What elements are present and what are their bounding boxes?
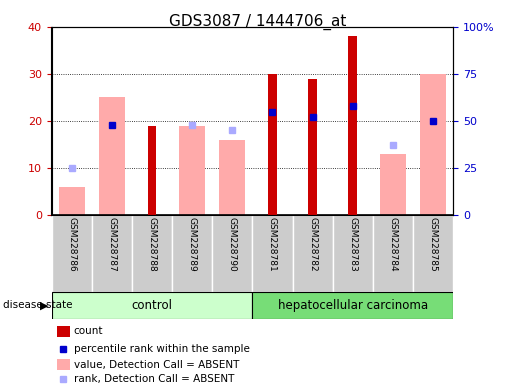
Text: GSM228784: GSM228784 <box>388 217 398 272</box>
Text: GSM228789: GSM228789 <box>187 217 197 272</box>
Bar <box>333 215 373 292</box>
Text: control: control <box>131 299 173 312</box>
Text: GSM228782: GSM228782 <box>308 217 317 272</box>
Bar <box>373 215 413 292</box>
Bar <box>99 98 125 215</box>
Bar <box>52 292 252 319</box>
Bar <box>380 154 406 215</box>
Text: disease state: disease state <box>3 300 72 310</box>
Bar <box>59 187 84 215</box>
Text: GSM228788: GSM228788 <box>147 217 157 272</box>
Text: GSM228783: GSM228783 <box>348 217 357 272</box>
Bar <box>252 215 293 292</box>
Bar <box>132 215 172 292</box>
Bar <box>293 215 333 292</box>
Bar <box>179 126 205 215</box>
Bar <box>172 215 212 292</box>
Text: hepatocellular carcinoma: hepatocellular carcinoma <box>278 299 428 312</box>
Text: rank, Detection Call = ABSENT: rank, Detection Call = ABSENT <box>74 374 234 384</box>
Text: value, Detection Call = ABSENT: value, Detection Call = ABSENT <box>74 360 239 370</box>
Text: ▶: ▶ <box>40 300 49 310</box>
Bar <box>268 74 277 215</box>
Text: GSM228785: GSM228785 <box>428 217 438 272</box>
Text: count: count <box>74 326 103 336</box>
Bar <box>147 126 157 215</box>
Bar <box>252 292 453 319</box>
Bar <box>52 215 92 292</box>
Text: GSM228786: GSM228786 <box>67 217 76 272</box>
Text: percentile rank within the sample: percentile rank within the sample <box>74 344 250 354</box>
Bar <box>413 215 453 292</box>
Bar <box>420 74 446 215</box>
Bar <box>212 215 252 292</box>
Bar <box>348 36 357 215</box>
Text: GSM228790: GSM228790 <box>228 217 237 272</box>
Bar <box>92 215 132 292</box>
Text: GDS3087 / 1444706_at: GDS3087 / 1444706_at <box>169 13 346 30</box>
Bar <box>219 140 245 215</box>
Text: GSM228781: GSM228781 <box>268 217 277 272</box>
Text: GSM228787: GSM228787 <box>107 217 116 272</box>
Bar <box>308 79 317 215</box>
